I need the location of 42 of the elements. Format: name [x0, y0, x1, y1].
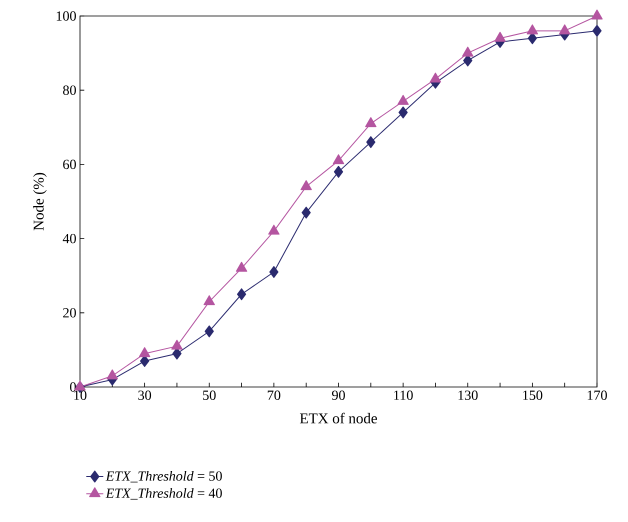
x-tick-label: 30 [138, 390, 152, 400]
point [430, 72, 442, 83]
point [592, 24, 602, 37]
point [204, 295, 215, 306]
point [526, 24, 538, 34]
point [366, 136, 376, 148]
point [397, 94, 409, 105]
point [398, 106, 408, 118]
point [559, 24, 570, 34]
y-tick-label: 60 [63, 160, 76, 170]
x-tick-label: 110 [394, 390, 413, 400]
point [138, 347, 150, 358]
point [334, 166, 344, 178]
point [462, 46, 474, 57]
point [591, 10, 603, 20]
point [236, 262, 248, 272]
point [269, 266, 278, 278]
y-tick-label: 40 [62, 234, 76, 244]
point [268, 224, 280, 235]
x-tick-label: 170 [588, 390, 607, 400]
point [365, 117, 376, 128]
x-tick-label: 50 [203, 390, 216, 400]
legend-label: ETX_Threshold = 50 [106, 470, 222, 482]
x-tick-label: 10 [74, 390, 86, 400]
y-axis-title: Node (%) [33, 172, 47, 230]
y-tick-label: 20 [63, 308, 76, 318]
y-tick-label: 80 [63, 85, 76, 95]
legend-label: ETX_Threshold = 40 [106, 488, 222, 500]
point [332, 154, 344, 164]
point [171, 340, 183, 350]
y-tick-label: 100 [56, 11, 76, 21]
point [302, 206, 311, 219]
point [204, 325, 214, 338]
point [494, 32, 506, 42]
x-tick-label: 150 [523, 390, 542, 400]
x-tick-label: 130 [458, 390, 478, 400]
x-tick-label: 90 [332, 390, 345, 400]
point [106, 369, 118, 380]
point [236, 288, 246, 300]
x-tick-label: 70 [268, 390, 280, 400]
point [300, 180, 312, 190]
x-axis-title: ETX of node [300, 412, 377, 424]
